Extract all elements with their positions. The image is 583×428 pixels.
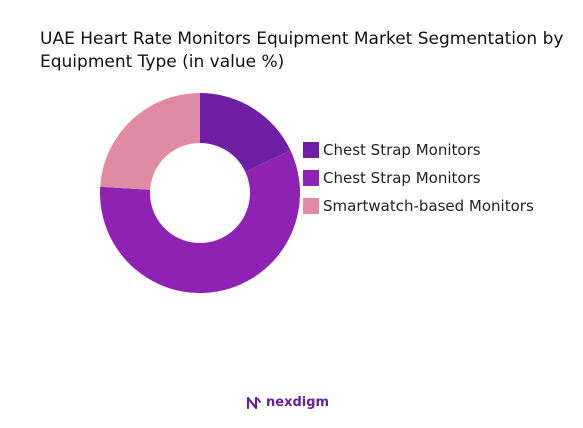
chart-legend: Chest Strap Monitors Chest Strap Monitor… (303, 136, 573, 220)
legend-swatch-2 (303, 198, 319, 214)
donut-slice-1 (100, 150, 300, 294)
legend-item-2: Smartwatch-based Monitors (303, 192, 573, 220)
brand-name: nexdigm (266, 395, 330, 410)
nexdigm-logo-icon (246, 396, 261, 409)
brand-logo: nexdigm (246, 395, 329, 410)
legend-label-1: Chest Strap Monitors (323, 169, 481, 187)
donut-slice-2 (100, 93, 200, 190)
legend-swatch-0 (303, 142, 319, 158)
legend-swatch-1 (303, 170, 319, 186)
donut-slice-0 (200, 93, 291, 172)
legend-label-2: Smartwatch-based Monitors (323, 197, 534, 215)
chart-title: UAE Heart Rate Monitors Equipment Market… (40, 29, 564, 72)
legend-item-1: Chest Strap Monitors (303, 164, 573, 192)
legend-item-0: Chest Strap Monitors (303, 136, 573, 164)
legend-label-0: Chest Strap Monitors (323, 141, 481, 159)
